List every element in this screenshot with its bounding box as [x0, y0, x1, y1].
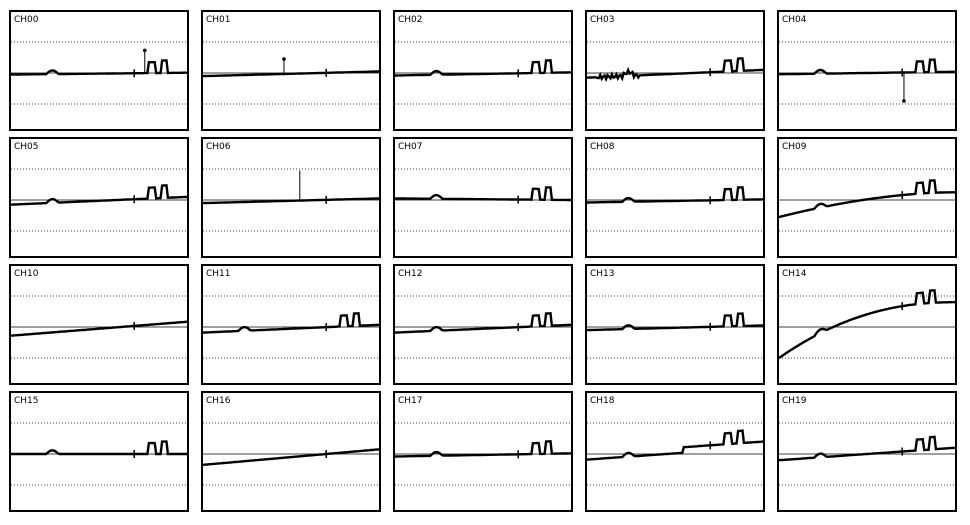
channel-panel: CH05: [9, 137, 189, 258]
channel-panel: CH06: [201, 137, 381, 258]
channel-panel: CH08: [585, 137, 765, 258]
signal-line: [203, 448, 379, 466]
channel-plot: [779, 422, 955, 486]
channel-label: CH00: [14, 15, 39, 25]
channel-plot: [203, 41, 379, 105]
channel-label: CH05: [14, 142, 39, 152]
channel-panel: CH02: [393, 10, 573, 131]
channel-label: CH03: [590, 15, 615, 25]
channel-plot: [779, 289, 955, 359]
channel-plot: [203, 295, 379, 359]
channel-panel: CH10: [9, 264, 189, 385]
signal-line: [779, 58, 955, 76]
signal-line: [779, 179, 955, 219]
channel-plot: [395, 41, 571, 105]
channel-panel: CH03: [585, 10, 765, 131]
signal-line: [587, 429, 763, 461]
signal-line: [395, 440, 571, 458]
channel-label: CH15: [14, 396, 39, 406]
signal-line: [779, 435, 955, 462]
signal-line: [587, 186, 763, 204]
channel-panel: CH14: [777, 264, 957, 385]
channel-plot: [395, 422, 571, 486]
channel-panel: CH12: [393, 264, 573, 385]
signal-line: [395, 59, 571, 77]
signal-line: [11, 59, 187, 76]
spike-dot: [142, 48, 147, 53]
channel-plot: [11, 168, 187, 232]
channel-panel: CH07: [393, 137, 573, 258]
channel-label: CH07: [398, 142, 423, 152]
channel-panel: CH16: [201, 391, 381, 512]
signal-line: [587, 312, 763, 332]
channel-plot: [779, 41, 955, 105]
signal-line: [395, 312, 571, 334]
channel-plot: [587, 41, 763, 105]
channel-plot: [587, 295, 763, 359]
channel-panel: CH00: [9, 10, 189, 131]
signal-line: [587, 57, 763, 83]
channel-panel: CH19: [777, 391, 957, 512]
channel-label: CH14: [782, 269, 807, 279]
channel-plot: [203, 422, 379, 486]
channel-label: CH16: [206, 396, 231, 406]
channel-label: CH04: [782, 15, 807, 25]
channel-label: CH01: [206, 15, 231, 25]
channel-label: CH02: [398, 15, 423, 25]
signal-line: [395, 186, 571, 202]
channel-label: CH19: [782, 396, 807, 406]
signal-line: [11, 320, 187, 337]
channel-plot: [11, 422, 187, 486]
channel-plot: [203, 168, 379, 232]
channel-plot: [779, 168, 955, 232]
channel-label: CH12: [398, 269, 423, 279]
signal-line: [203, 197, 379, 205]
channel-plot: [11, 295, 187, 359]
channel-label: CH09: [782, 142, 807, 152]
channel-label: CH13: [590, 269, 615, 279]
channel-plot: [395, 168, 571, 232]
channel-panel: CH15: [9, 391, 189, 512]
channel-plot: [11, 41, 187, 105]
signal-line: [203, 70, 379, 78]
channel-panel: CH18: [585, 391, 765, 512]
spike-dot: [902, 99, 906, 103]
channel-label: CH10: [14, 269, 39, 279]
signal-line: [11, 440, 187, 456]
spike-dot: [282, 57, 286, 61]
channel-plot: [587, 422, 763, 486]
channel-panel: CH11: [201, 264, 381, 385]
signal-line: [779, 289, 955, 359]
channel-plot: [395, 295, 571, 359]
channel-panel: CH17: [393, 391, 573, 512]
channel-panel: CH13: [585, 264, 765, 385]
channel-panel: CH04: [777, 10, 957, 131]
channel-panel: CH01: [201, 10, 381, 131]
channel-label: CH08: [590, 142, 615, 152]
channel-label: CH17: [398, 396, 423, 406]
signal-line: [203, 312, 379, 334]
signal-line: [11, 184, 187, 206]
channel-label: CH18: [590, 396, 615, 406]
channel-label: CH11: [206, 269, 231, 279]
channel-panel: CH09: [777, 137, 957, 258]
channel-plot: [587, 168, 763, 232]
channel-label: CH06: [206, 142, 231, 152]
